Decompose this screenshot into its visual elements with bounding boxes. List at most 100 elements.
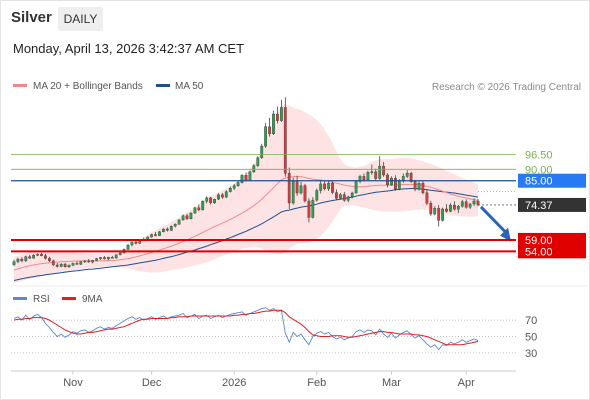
candle — [213, 198, 216, 204]
candle — [240, 174, 244, 184]
candle — [87, 259, 91, 263]
candle — [421, 180, 425, 195]
ma50-line — [13, 188, 479, 281]
candle — [248, 170, 252, 181]
candle-body — [303, 185, 307, 202]
candle — [366, 170, 370, 181]
candle-body — [87, 260, 91, 263]
candle-body — [327, 182, 330, 190]
timeframe-tab[interactable]: DAILY — [58, 7, 103, 31]
candle — [276, 106, 279, 124]
candle-body — [232, 185, 236, 189]
candle-body — [445, 208, 448, 212]
candle-body — [468, 203, 472, 208]
candle-body — [126, 244, 130, 250]
candle-body — [256, 157, 260, 166]
candle — [433, 206, 437, 216]
level-label-96.50: 96.50 — [525, 150, 553, 162]
candle-body — [283, 107, 287, 174]
candle — [441, 207, 444, 222]
candle-body — [51, 260, 55, 266]
candle — [339, 193, 342, 200]
candle — [303, 183, 307, 203]
candle — [409, 171, 413, 183]
candle-body — [71, 263, 75, 266]
candle — [130, 241, 134, 247]
candle-body — [130, 241, 134, 246]
candle-body — [264, 126, 267, 147]
level-label-85.00: 85.00 — [525, 176, 553, 188]
candle — [16, 257, 20, 264]
candle — [189, 212, 193, 220]
candle — [118, 252, 122, 256]
candle-body — [189, 212, 193, 220]
candle — [106, 256, 110, 261]
candle — [193, 206, 197, 214]
candle — [280, 99, 283, 122]
candle-body — [386, 174, 389, 186]
candle — [260, 143, 264, 159]
candle-body — [79, 261, 83, 265]
ma20-legend-swatch — [13, 84, 27, 87]
candle — [378, 156, 382, 180]
candle-body — [118, 252, 122, 255]
candle — [456, 204, 460, 214]
candle — [315, 188, 319, 202]
candle-body — [425, 192, 429, 204]
candle — [102, 256, 106, 260]
x-tick-label-Nov: Nov — [63, 377, 83, 389]
candle — [335, 189, 338, 200]
rsi-ma-line — [13, 309, 479, 346]
candle-body — [59, 263, 63, 267]
candle-body — [366, 172, 370, 181]
candle — [468, 203, 472, 209]
candle-body — [464, 201, 468, 208]
candle — [405, 170, 409, 178]
candle — [177, 219, 181, 225]
candle-body — [358, 176, 362, 182]
candle — [268, 117, 271, 137]
candle-body — [260, 145, 264, 158]
candle — [299, 181, 303, 195]
candle — [150, 233, 153, 238]
candle-body — [362, 176, 366, 180]
candle-body — [150, 234, 153, 238]
candle-body — [370, 171, 374, 174]
candle-body — [91, 260, 95, 263]
candle-body — [20, 258, 24, 262]
x-tick-label-Feb: Feb — [307, 377, 326, 389]
candle — [358, 174, 362, 184]
candle-body — [55, 264, 59, 267]
candle — [91, 259, 95, 264]
candle-body — [346, 196, 350, 201]
candle — [417, 181, 421, 191]
candle — [154, 231, 157, 237]
candle-body — [209, 197, 212, 204]
level-tag-74.37 — [518, 197, 586, 212]
candle — [236, 180, 240, 187]
candle — [75, 261, 79, 265]
candle-body — [244, 175, 248, 181]
candle-body — [280, 107, 283, 121]
candle-body — [405, 172, 409, 177]
candle — [12, 259, 16, 267]
candle-body — [181, 215, 185, 221]
candle-body — [417, 182, 421, 190]
x-tick-label-Apr: Apr — [458, 377, 475, 389]
candle-body — [28, 256, 32, 259]
candle — [28, 254, 32, 259]
candle-body — [350, 192, 354, 198]
candle-body — [295, 180, 299, 194]
candle-body — [67, 265, 71, 268]
candle-body — [102, 257, 106, 260]
candle — [272, 110, 275, 135]
price-legend: MA 20 + Bollinger Bands MA 50 — [13, 81, 204, 92]
candle — [59, 263, 63, 268]
candle — [51, 259, 55, 266]
candle — [83, 260, 87, 263]
candle-body — [299, 185, 303, 194]
candle — [464, 199, 468, 209]
candle — [429, 200, 433, 216]
rsi-ma-legend-label: 9MA — [82, 294, 103, 305]
